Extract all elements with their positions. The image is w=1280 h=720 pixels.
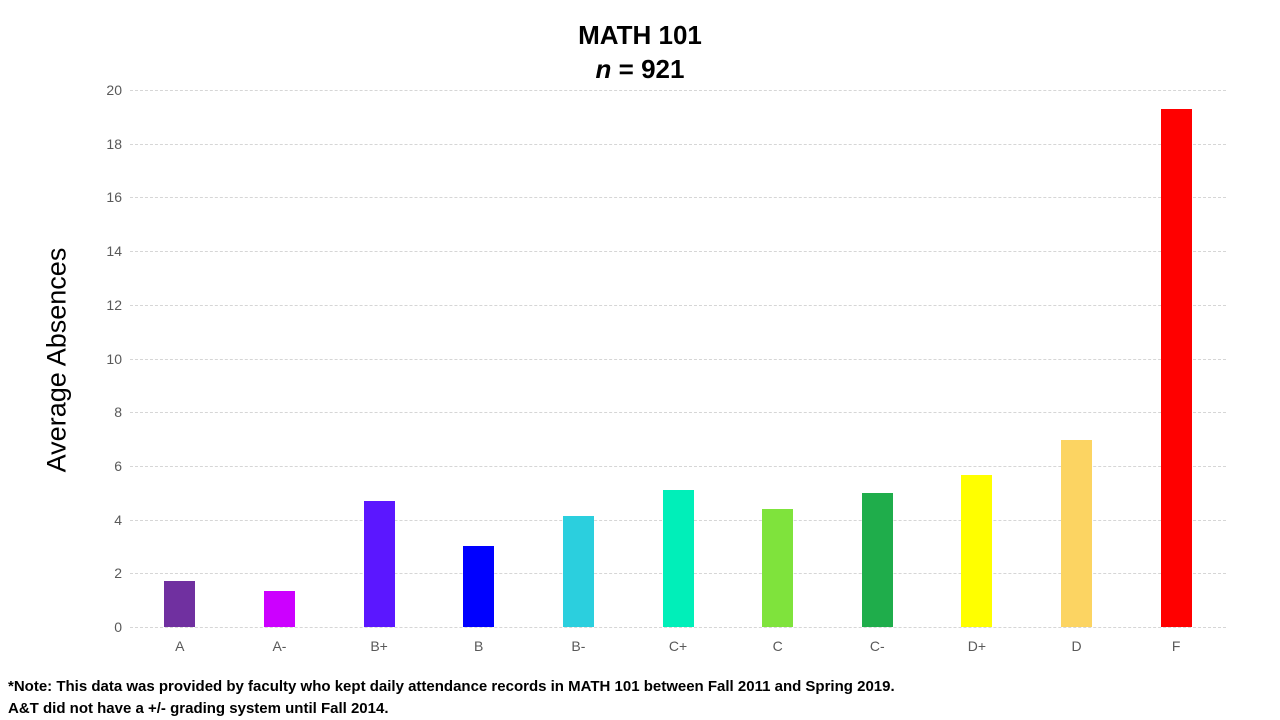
chart-header: MATH 101 n = 921: [0, 18, 1280, 86]
bar-A-: [263, 590, 295, 627]
y-tick-label-2: 2: [114, 565, 122, 582]
x-tick-label-B+: B+: [370, 638, 388, 654]
y-tick-label-18: 18: [106, 135, 122, 152]
x-tick-label-F: F: [1171, 638, 1181, 654]
bar-F: [1160, 108, 1192, 627]
x-tick-label-D: D: [1071, 638, 1082, 654]
x-tick-label-A: A: [175, 638, 185, 654]
x-tick-label-B: B: [474, 638, 484, 654]
x-tick-label-C-: C-: [869, 638, 885, 654]
sample-size-value: = 921: [611, 54, 685, 84]
chart-subtitle: n = 921: [0, 52, 1280, 86]
plot-area: 0 2 4 6 8 10 12 14 16 18 20 A A- B+ B B- C+ C C- D+ D F: [106, 83, 1226, 654]
gridline-y-0: [130, 627, 1226, 628]
bar-B: [463, 546, 495, 627]
x-tick-label-C: C: [772, 638, 783, 654]
gridline-y-20: [130, 90, 1226, 91]
x-tick-label-B-: B-: [571, 638, 586, 654]
gridline-y-14: [130, 251, 1226, 253]
gridline-y-10: [130, 358, 1226, 360]
x-tick-label-D+: D+: [967, 638, 987, 654]
bar-D: [1061, 440, 1093, 627]
bar-A: [164, 581, 196, 627]
sample-size-variable: n: [595, 54, 612, 84]
footnote: *Note: This data was provided by faculty…: [8, 676, 895, 720]
footnote-line-2: A&T did not have a +/- grading system un…: [8, 700, 389, 717]
y-tick-label-8: 8: [114, 404, 122, 421]
y-tick-label-16: 16: [106, 189, 122, 206]
bar-C+: [662, 490, 694, 627]
y-tick-label-14: 14: [106, 243, 122, 260]
gridline-y-8: [130, 412, 1226, 414]
footnote-line-1: *Note: This data was provided by faculty…: [8, 678, 895, 695]
y-tick-label-6: 6: [114, 457, 122, 474]
gridline-y-18: [130, 143, 1226, 145]
gridline-y-16: [130, 197, 1226, 199]
gridline-y-12: [130, 304, 1226, 306]
chart-title: MATH 101: [578, 20, 702, 50]
y-tick-label-12: 12: [106, 296, 122, 313]
gridline-y-6: [130, 465, 1226, 467]
y-tick-label-4: 4: [114, 511, 122, 528]
x-tick-label-A-: A-: [272, 638, 287, 654]
x-tick-label-C+: C+: [668, 638, 688, 654]
bar-C: [762, 508, 794, 627]
bar-C-: [861, 492, 893, 627]
bar-D+: [961, 475, 993, 627]
y-axis-title: Average Absences: [41, 247, 72, 473]
bar-B-: [562, 515, 594, 627]
bar-B+: [363, 500, 395, 627]
y-tick-label-0: 0: [114, 619, 122, 635]
y-tick-label-20: 20: [106, 82, 122, 98]
y-tick-label-10: 10: [106, 350, 122, 367]
